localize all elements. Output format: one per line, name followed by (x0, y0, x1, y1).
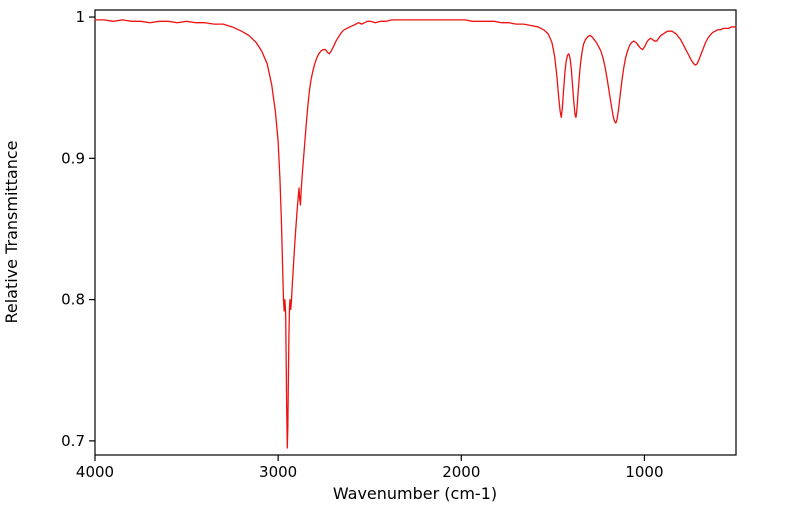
x-tick-label: 2000 (442, 463, 480, 481)
y-tick-label: 0.7 (61, 432, 85, 450)
y-tick-label: 0.9 (61, 149, 85, 167)
y-axis-title: Relative Transmittance (2, 140, 21, 323)
plot-frame (94, 9, 737, 456)
x-tick-label: 3000 (259, 463, 297, 481)
axis-tick-labels: 4000 3000 2000 1000 0.7 0.8 0.9 1 (61, 8, 663, 481)
x-tick-label: 4000 (76, 463, 114, 481)
x-tick-label: 1000 (625, 463, 663, 481)
y-tick-label: 1 (75, 8, 85, 26)
x-axis-title: Wavenumber (cm-1) (333, 484, 497, 503)
spectrum-line (94, 19, 737, 449)
axis-ticks (89, 16, 646, 461)
y-tick-label: 0.8 (61, 291, 85, 309)
